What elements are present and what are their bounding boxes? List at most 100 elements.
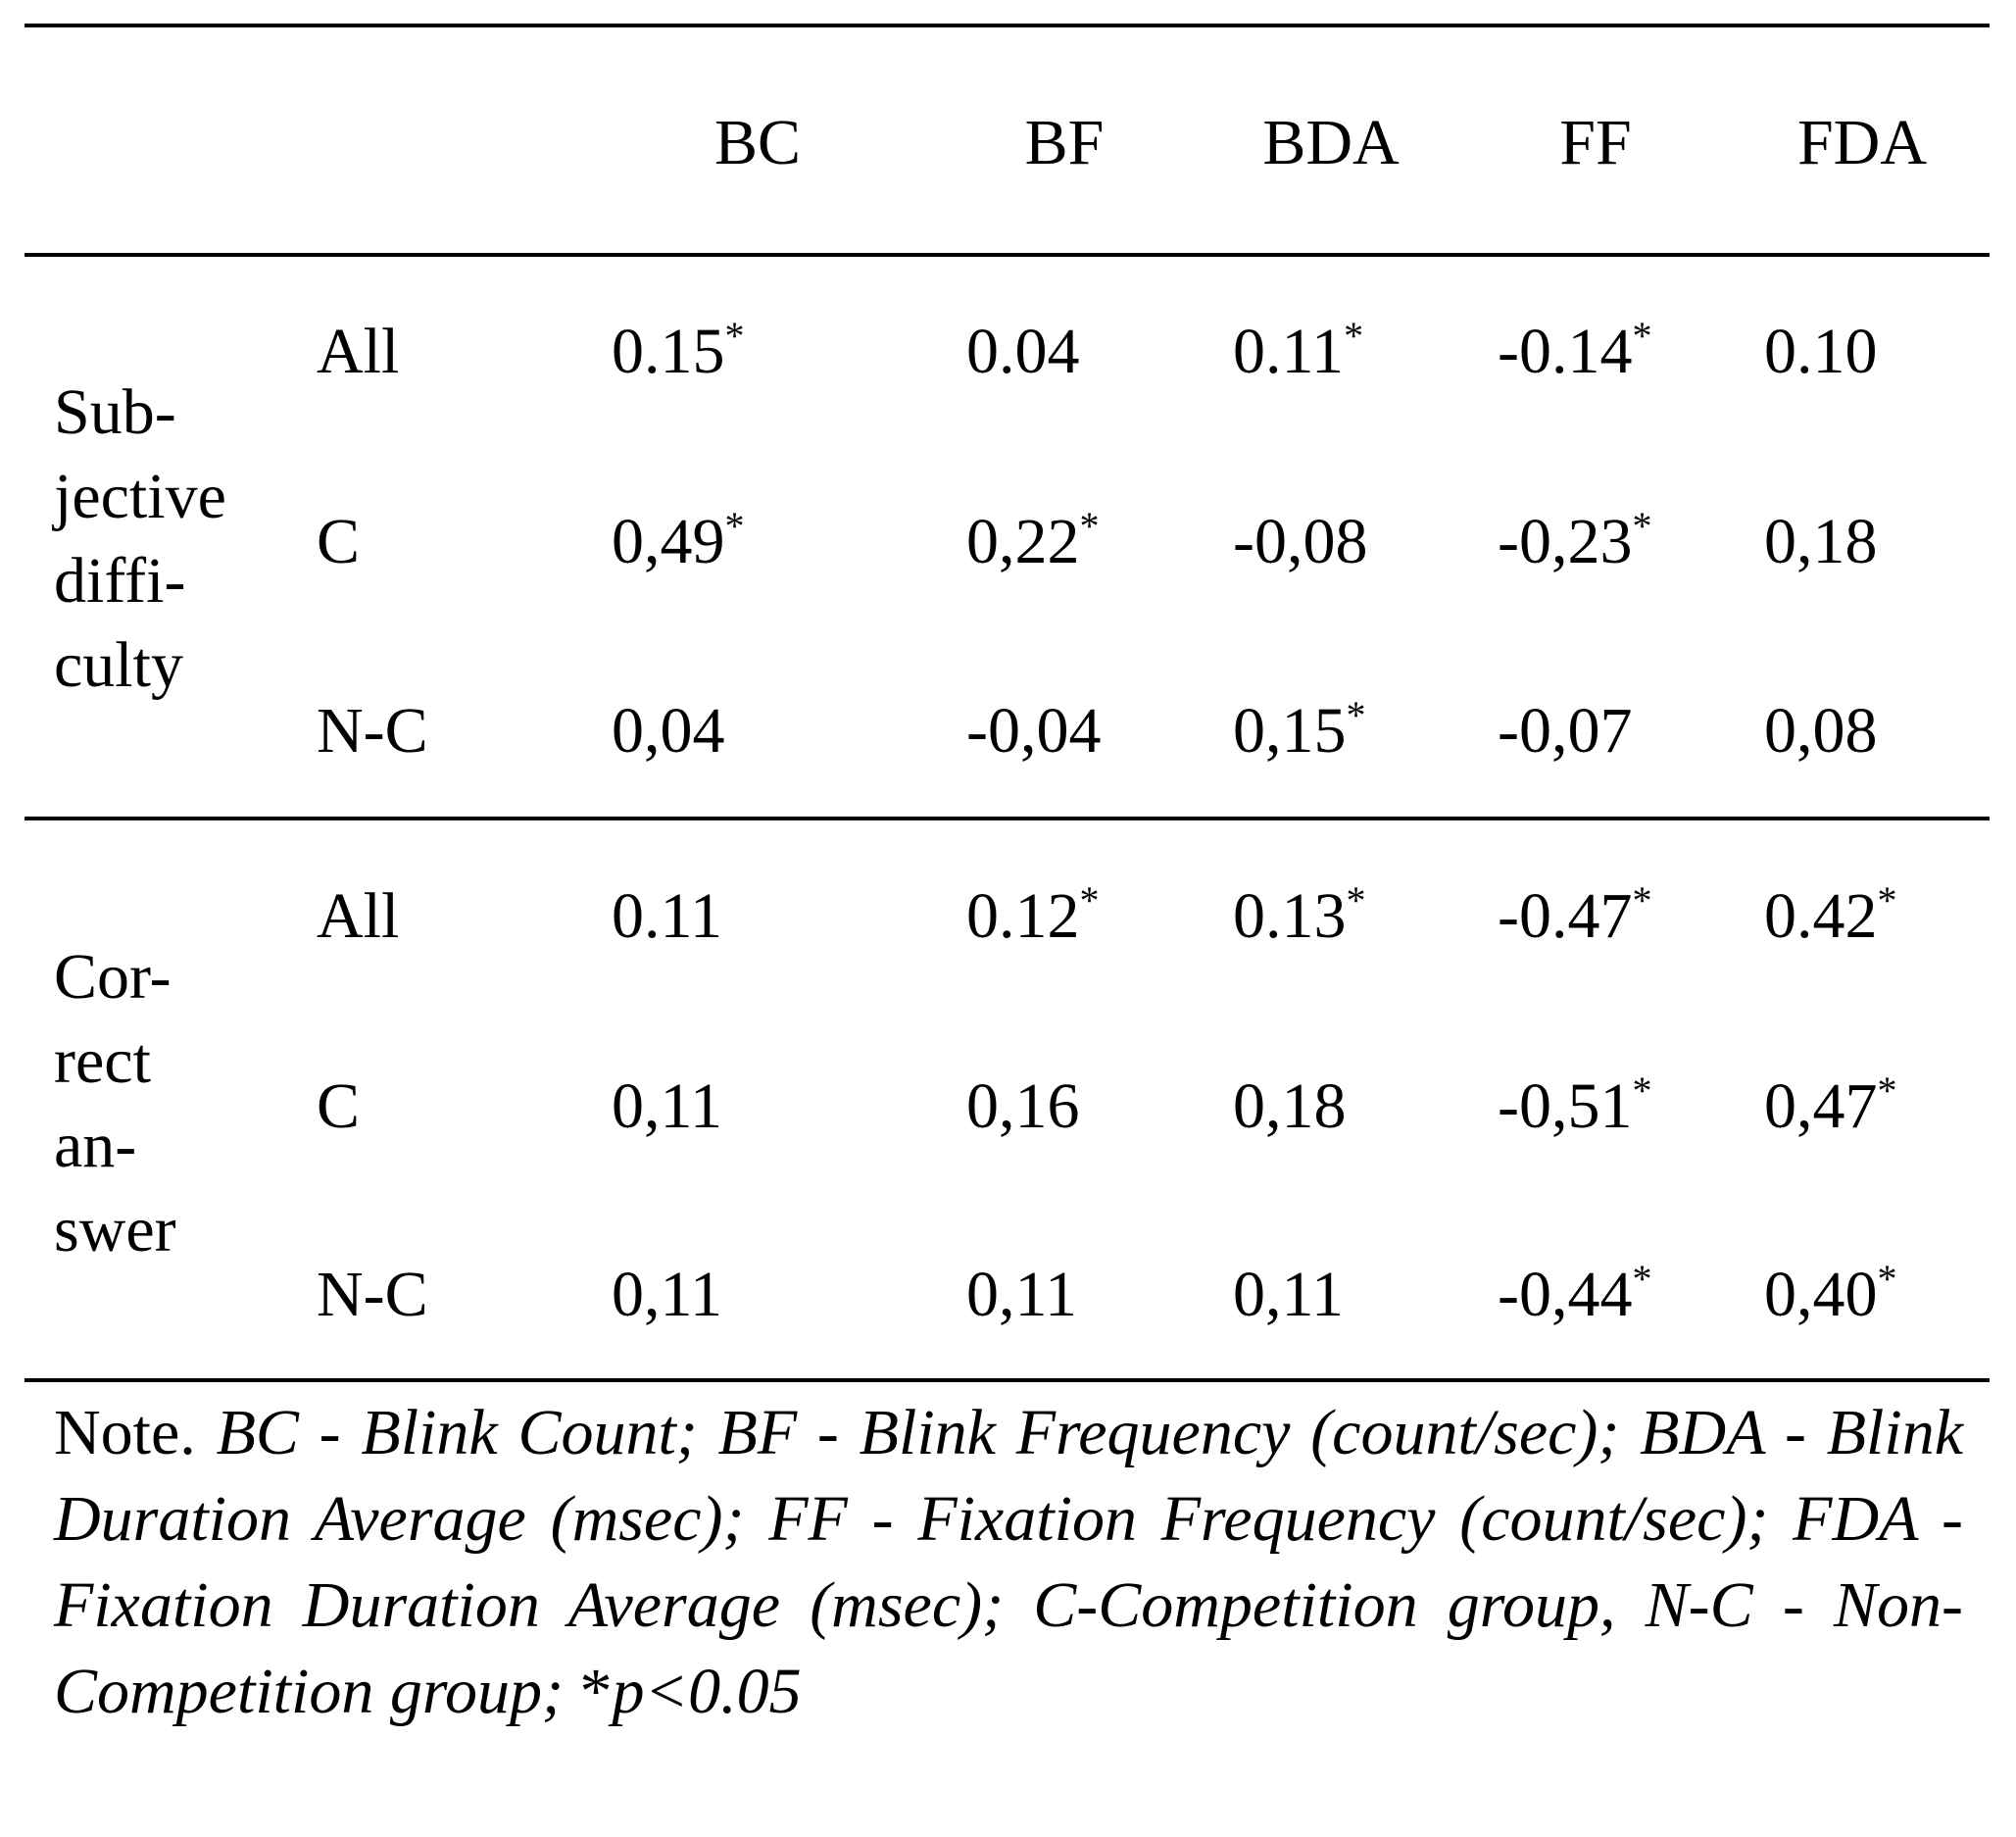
cell-value: 0,04 — [612, 695, 725, 767]
significance-marker: * — [1632, 878, 1652, 922]
cell-value: 0.13 — [1233, 880, 1347, 952]
table-cell: 0,40* — [1764, 1260, 1897, 1327]
table-cell: 0,11 — [1233, 1263, 1344, 1327]
group-label-correct-answer: Cor- rect an- swer — [54, 935, 176, 1272]
table-cell: 0.12* — [966, 881, 1100, 949]
cell-value: 0,16 — [966, 1070, 1080, 1142]
row-label: C — [317, 1070, 361, 1142]
significance-marker: * — [1632, 314, 1652, 358]
table-cell: 0.10 — [1764, 320, 1878, 384]
header-bottom-rule — [25, 253, 1990, 257]
cell-value: 0,22 — [966, 506, 1080, 577]
table-cell: -0.47* — [1498, 881, 1651, 949]
table-cell: 0,04 — [612, 699, 725, 764]
table-cell: 0.11* — [1233, 317, 1363, 384]
cell-value: -0,08 — [1233, 506, 1368, 577]
cell-value: 0,49 — [612, 506, 725, 577]
cell-value: 0.04 — [966, 316, 1080, 387]
row-label: All — [317, 316, 400, 387]
group-label-line: swer — [54, 1194, 176, 1266]
table-cell: 0.42* — [1764, 881, 1897, 949]
cell-value: -0.14 — [1498, 316, 1633, 387]
significance-marker: * — [724, 504, 745, 548]
table-cell: 0,47* — [1764, 1071, 1897, 1139]
group-label-line: culty — [54, 629, 183, 701]
column-header-fda: FDA — [1796, 107, 1928, 178]
note-sig-prefix: * — [579, 1656, 613, 1727]
cell-value: 0,11 — [612, 1070, 723, 1142]
table-cell: 0,11 — [612, 1263, 722, 1327]
table-cell: 0.13* — [1233, 881, 1366, 949]
cell-value: 0,11 — [612, 1259, 723, 1330]
significance-marker: * — [1079, 878, 1100, 922]
group-label-line: an- — [54, 1110, 137, 1181]
table-top-rule — [25, 24, 1990, 27]
significance-marker: * — [1632, 1068, 1652, 1113]
note-sig-body: p<0.05 — [612, 1656, 802, 1727]
table-bottom-rule — [25, 1378, 1990, 1382]
table-cell: 0,18 — [1233, 1074, 1347, 1139]
table-cell: 0,08 — [1764, 699, 1878, 764]
cell-value: 0,11 — [966, 1259, 1078, 1330]
cell-value: -0,07 — [1498, 695, 1633, 767]
cell-value: 0.11 — [1233, 316, 1345, 387]
cell-value: 0.10 — [1764, 316, 1878, 387]
table-cell: 0.04 — [966, 320, 1080, 384]
table-cell: -0,23* — [1498, 507, 1651, 574]
column-header-bc: BC — [713, 107, 802, 178]
table-cell: -0,08 — [1233, 510, 1367, 574]
group-label-subjective-difficulty: Sub- jective diffi- culty — [54, 371, 226, 708]
significance-marker: * — [1632, 504, 1652, 548]
table-cell: 0,16 — [966, 1074, 1080, 1139]
table-cell: -0,04 — [966, 699, 1101, 764]
cell-value: 0,40 — [1764, 1259, 1878, 1330]
cell-value: 0,08 — [1764, 695, 1878, 767]
significance-marker: * — [1877, 1068, 1897, 1113]
table-note: Note. BC - Blink Count; BF - Blink Frequ… — [54, 1390, 1963, 1735]
cell-value: -0,04 — [966, 695, 1102, 767]
row-label: All — [317, 880, 400, 952]
note-body: BC - Blink Count; BF - Blink Frequency (… — [54, 1397, 1964, 1727]
row-label: N-C — [317, 695, 428, 767]
cell-value: 0,18 — [1764, 506, 1878, 577]
table-cell: 0,22* — [966, 507, 1100, 574]
significance-marker: * — [1346, 878, 1366, 922]
significance-marker: * — [1346, 693, 1366, 737]
table-cell: 0,15* — [1233, 696, 1366, 764]
group-label-line: diffi- — [54, 545, 186, 617]
group-label-line: jective — [54, 461, 226, 532]
significance-marker: * — [1079, 504, 1100, 548]
cell-value: -0,51 — [1498, 1070, 1633, 1142]
cell-value: -0,23 — [1498, 506, 1633, 577]
note-prefix: Note. — [54, 1397, 196, 1468]
cell-value: 0.12 — [966, 880, 1080, 952]
group-divider-rule — [25, 817, 1990, 820]
row-label: N-C — [317, 1259, 428, 1330]
table-cell: 0,18 — [1764, 510, 1878, 574]
table-cell: -0,51* — [1498, 1071, 1651, 1139]
table-cell: 0,49* — [612, 507, 745, 574]
column-header-bf: BF — [1024, 107, 1105, 178]
row-label: C — [317, 506, 361, 577]
cell-value: 0.15 — [612, 316, 725, 387]
table-cell: 0.15* — [612, 317, 745, 384]
significance-marker: * — [1877, 1257, 1897, 1301]
significance-marker: * — [1632, 1257, 1652, 1301]
cell-value: 0,15 — [1233, 695, 1347, 767]
cell-value: 0,18 — [1233, 1070, 1347, 1142]
table-cell: -0,44* — [1498, 1260, 1651, 1327]
table-cell: -0,07 — [1498, 699, 1632, 764]
table-cell: -0.14* — [1498, 317, 1651, 384]
group-label-line: Cor- — [54, 941, 172, 1013]
table-cell: 0.11 — [612, 884, 722, 949]
significance-marker: * — [724, 314, 745, 358]
group-label-line: Sub- — [54, 376, 176, 448]
column-header-ff: FF — [1559, 107, 1632, 178]
cell-value: 0.11 — [612, 880, 723, 952]
cell-value: 0,11 — [1233, 1259, 1345, 1330]
cell-value: -0,44 — [1498, 1259, 1633, 1330]
column-header-bda: BDA — [1262, 107, 1400, 178]
significance-marker: * — [1344, 314, 1364, 358]
cell-value: -0.47 — [1498, 880, 1633, 952]
